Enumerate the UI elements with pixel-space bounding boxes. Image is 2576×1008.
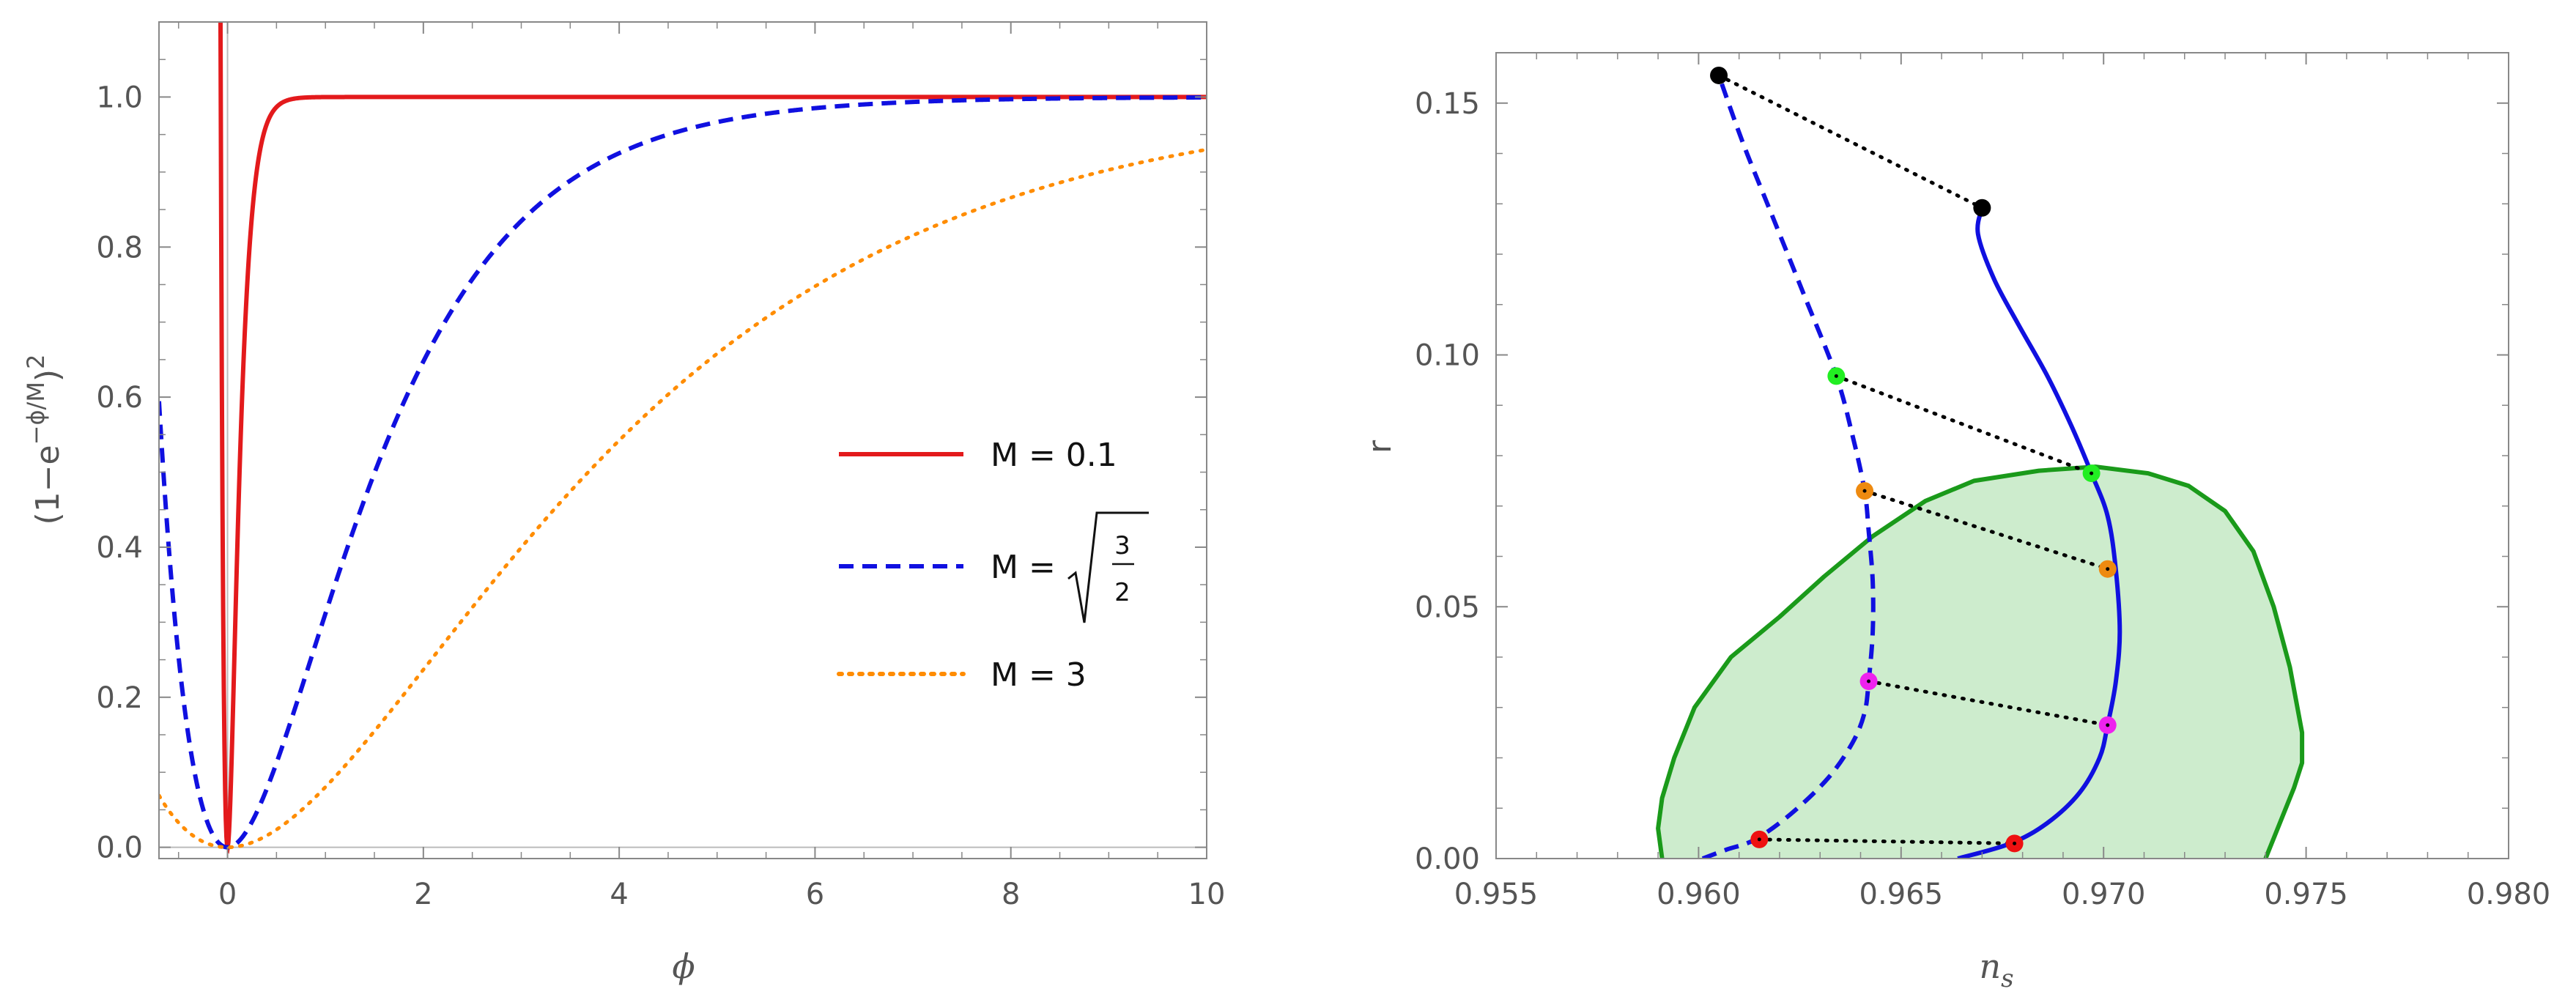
dashed-curve — [1701, 74, 1876, 859]
legend-sqrt-numerator: 3 — [1114, 531, 1130, 560]
data-point-center — [2090, 471, 2094, 475]
data-point-center — [2013, 841, 2017, 845]
x-tick-label: 8 — [1002, 878, 1020, 911]
y-tick-label: 0.15 — [1415, 87, 1480, 121]
x-tick-label: 0 — [218, 878, 237, 911]
data-point-center — [1757, 837, 1761, 842]
left-plot-ticks — [159, 22, 1207, 859]
legend-label-m-sqrt-prefix: M = — [991, 549, 1056, 586]
pair-connector-2 — [1834, 374, 2094, 475]
right-y-axis-label: r — [1361, 440, 1399, 453]
pair-connector-1 — [1717, 73, 1984, 210]
x-tick-label: 0.965 — [1859, 878, 1944, 911]
legend-label-m-3: M = 3 — [991, 656, 1087, 694]
x-tick-label: 4 — [610, 878, 628, 911]
left-x-axis-label: ϕ — [672, 946, 695, 986]
x-tick-label: 0.970 — [2062, 878, 2146, 911]
pair-connector-3 — [1862, 489, 2110, 571]
left-plot-zero-lines — [159, 22, 1207, 859]
data-point-center — [1867, 679, 1871, 683]
y-tick-label: 1.0 — [96, 81, 143, 114]
y-tick-label: 0.00 — [1415, 842, 1480, 876]
right-plot-points — [1710, 66, 2117, 853]
x-label-sub: s — [2001, 964, 2013, 993]
y-label-power: 2 — [22, 355, 50, 369]
x-label-base: n — [1979, 946, 2001, 986]
left-plot-series — [159, 22, 1207, 854]
data-point-1-solid — [1973, 199, 1991, 217]
left-y-axis-label: (1−e−ϕ/M)2 — [22, 355, 67, 525]
right-plot-pair-lines — [1717, 73, 2110, 845]
right-plot-x-tick-labels: 0.955 0.960 0.965 0.970 0.975 0.980 — [1454, 878, 2551, 911]
x-tick-label: 0.960 — [1657, 878, 1741, 911]
y-tick-label: 0.0 — [96, 831, 143, 865]
left-plot: 0 2 4 6 8 10 0.00.20.40.60.81.0 ϕ (1−e−ϕ/M)2 … — [22, 21, 1226, 986]
data-point-center — [2106, 567, 2110, 571]
pair-connector-5 — [1757, 837, 2017, 845]
pair-connector-4 — [1867, 679, 2110, 727]
series-line-2 — [159, 95, 1207, 850]
y-tick-label: 0.8 — [96, 231, 143, 264]
y-tick-label: 0.05 — [1415, 590, 1480, 624]
right-plot: 0.955 0.960 0.965 0.970 0.975 0.980 0.000.050… — [1361, 52, 2551, 993]
right-plot-ticks — [1495, 53, 2509, 859]
y-tick-label: 0.10 — [1415, 339, 1480, 373]
y-tick-label: 0.4 — [96, 531, 143, 565]
left-plot-x-tick-labels: 0 2 4 6 8 10 — [218, 878, 1226, 911]
confidence-region-fill — [1658, 467, 2303, 859]
x-tick-label: 0.955 — [1454, 878, 1539, 911]
x-tick-label: 10 — [1188, 878, 1226, 911]
y-tick-label: 0.2 — [96, 681, 143, 715]
legend-sqrt-denominator: 2 — [1114, 578, 1130, 607]
data-point-center — [2106, 723, 2110, 727]
y-label-exponent: −ϕ/M — [22, 382, 50, 445]
right-x-axis-label: ns — [1979, 946, 2013, 993]
right-plot-y-tick-labels: 0.00 0.05 0.10 0.15 — [1415, 87, 1480, 876]
x-tick-label: 0.975 — [2264, 878, 2348, 911]
left-plot-legend: M = 0.1 M = 3 2 M = 3 — [837, 437, 1149, 694]
x-tick-label: 0.980 — [2467, 878, 2551, 911]
legend-label-m-01: M = 0.1 — [991, 437, 1117, 474]
left-plot-frame — [158, 21, 1207, 859]
data-point-center — [1834, 374, 1838, 378]
data-point-center — [1862, 489, 1867, 493]
sqrt-radical-sign — [1067, 511, 1149, 623]
y-tick-label: 0.6 — [96, 381, 143, 415]
y-label-close: ) — [29, 369, 67, 382]
y-label-base: (1−e — [29, 445, 67, 525]
left-plot-y-tick-labels: 0.0 0.2 0.4 0.6 0.8 1.0 — [96, 81, 143, 864]
x-tick-label: 2 — [414, 878, 432, 911]
x-tick-label: 6 — [806, 878, 824, 911]
series-line-3 — [159, 147, 1207, 850]
data-point-1-dashed — [1710, 66, 1728, 84]
